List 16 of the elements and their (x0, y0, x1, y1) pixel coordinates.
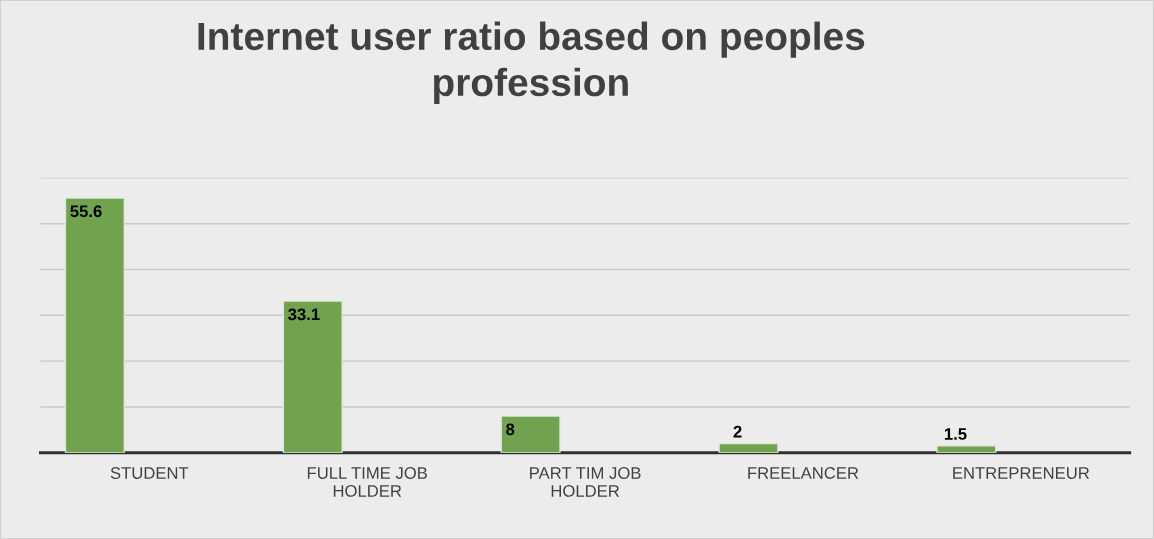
bar (936, 445, 997, 453)
data-label: 1.5 (944, 428, 967, 440)
data-label: 55.6 (70, 205, 102, 218)
chart-title: Internet user ratio based on peoples profession (198, 21, 865, 104)
x-tick-label: STUDENT (110, 467, 189, 479)
x-tick-label: FULL TIME JOB HOLDER (307, 467, 427, 497)
bar (282, 300, 343, 453)
x-tick-label: PART TIM JOB HOLDER (530, 467, 641, 497)
data-label: 2 (733, 425, 742, 438)
x-tick-label: ENTREPRENEUR (953, 467, 1090, 479)
data-label: 8 (506, 423, 515, 436)
data-label: 33.1 (288, 308, 320, 321)
bar (718, 442, 779, 453)
bar (64, 197, 125, 453)
bar (500, 415, 561, 453)
x-tick-label: FREELANCER (748, 467, 859, 479)
